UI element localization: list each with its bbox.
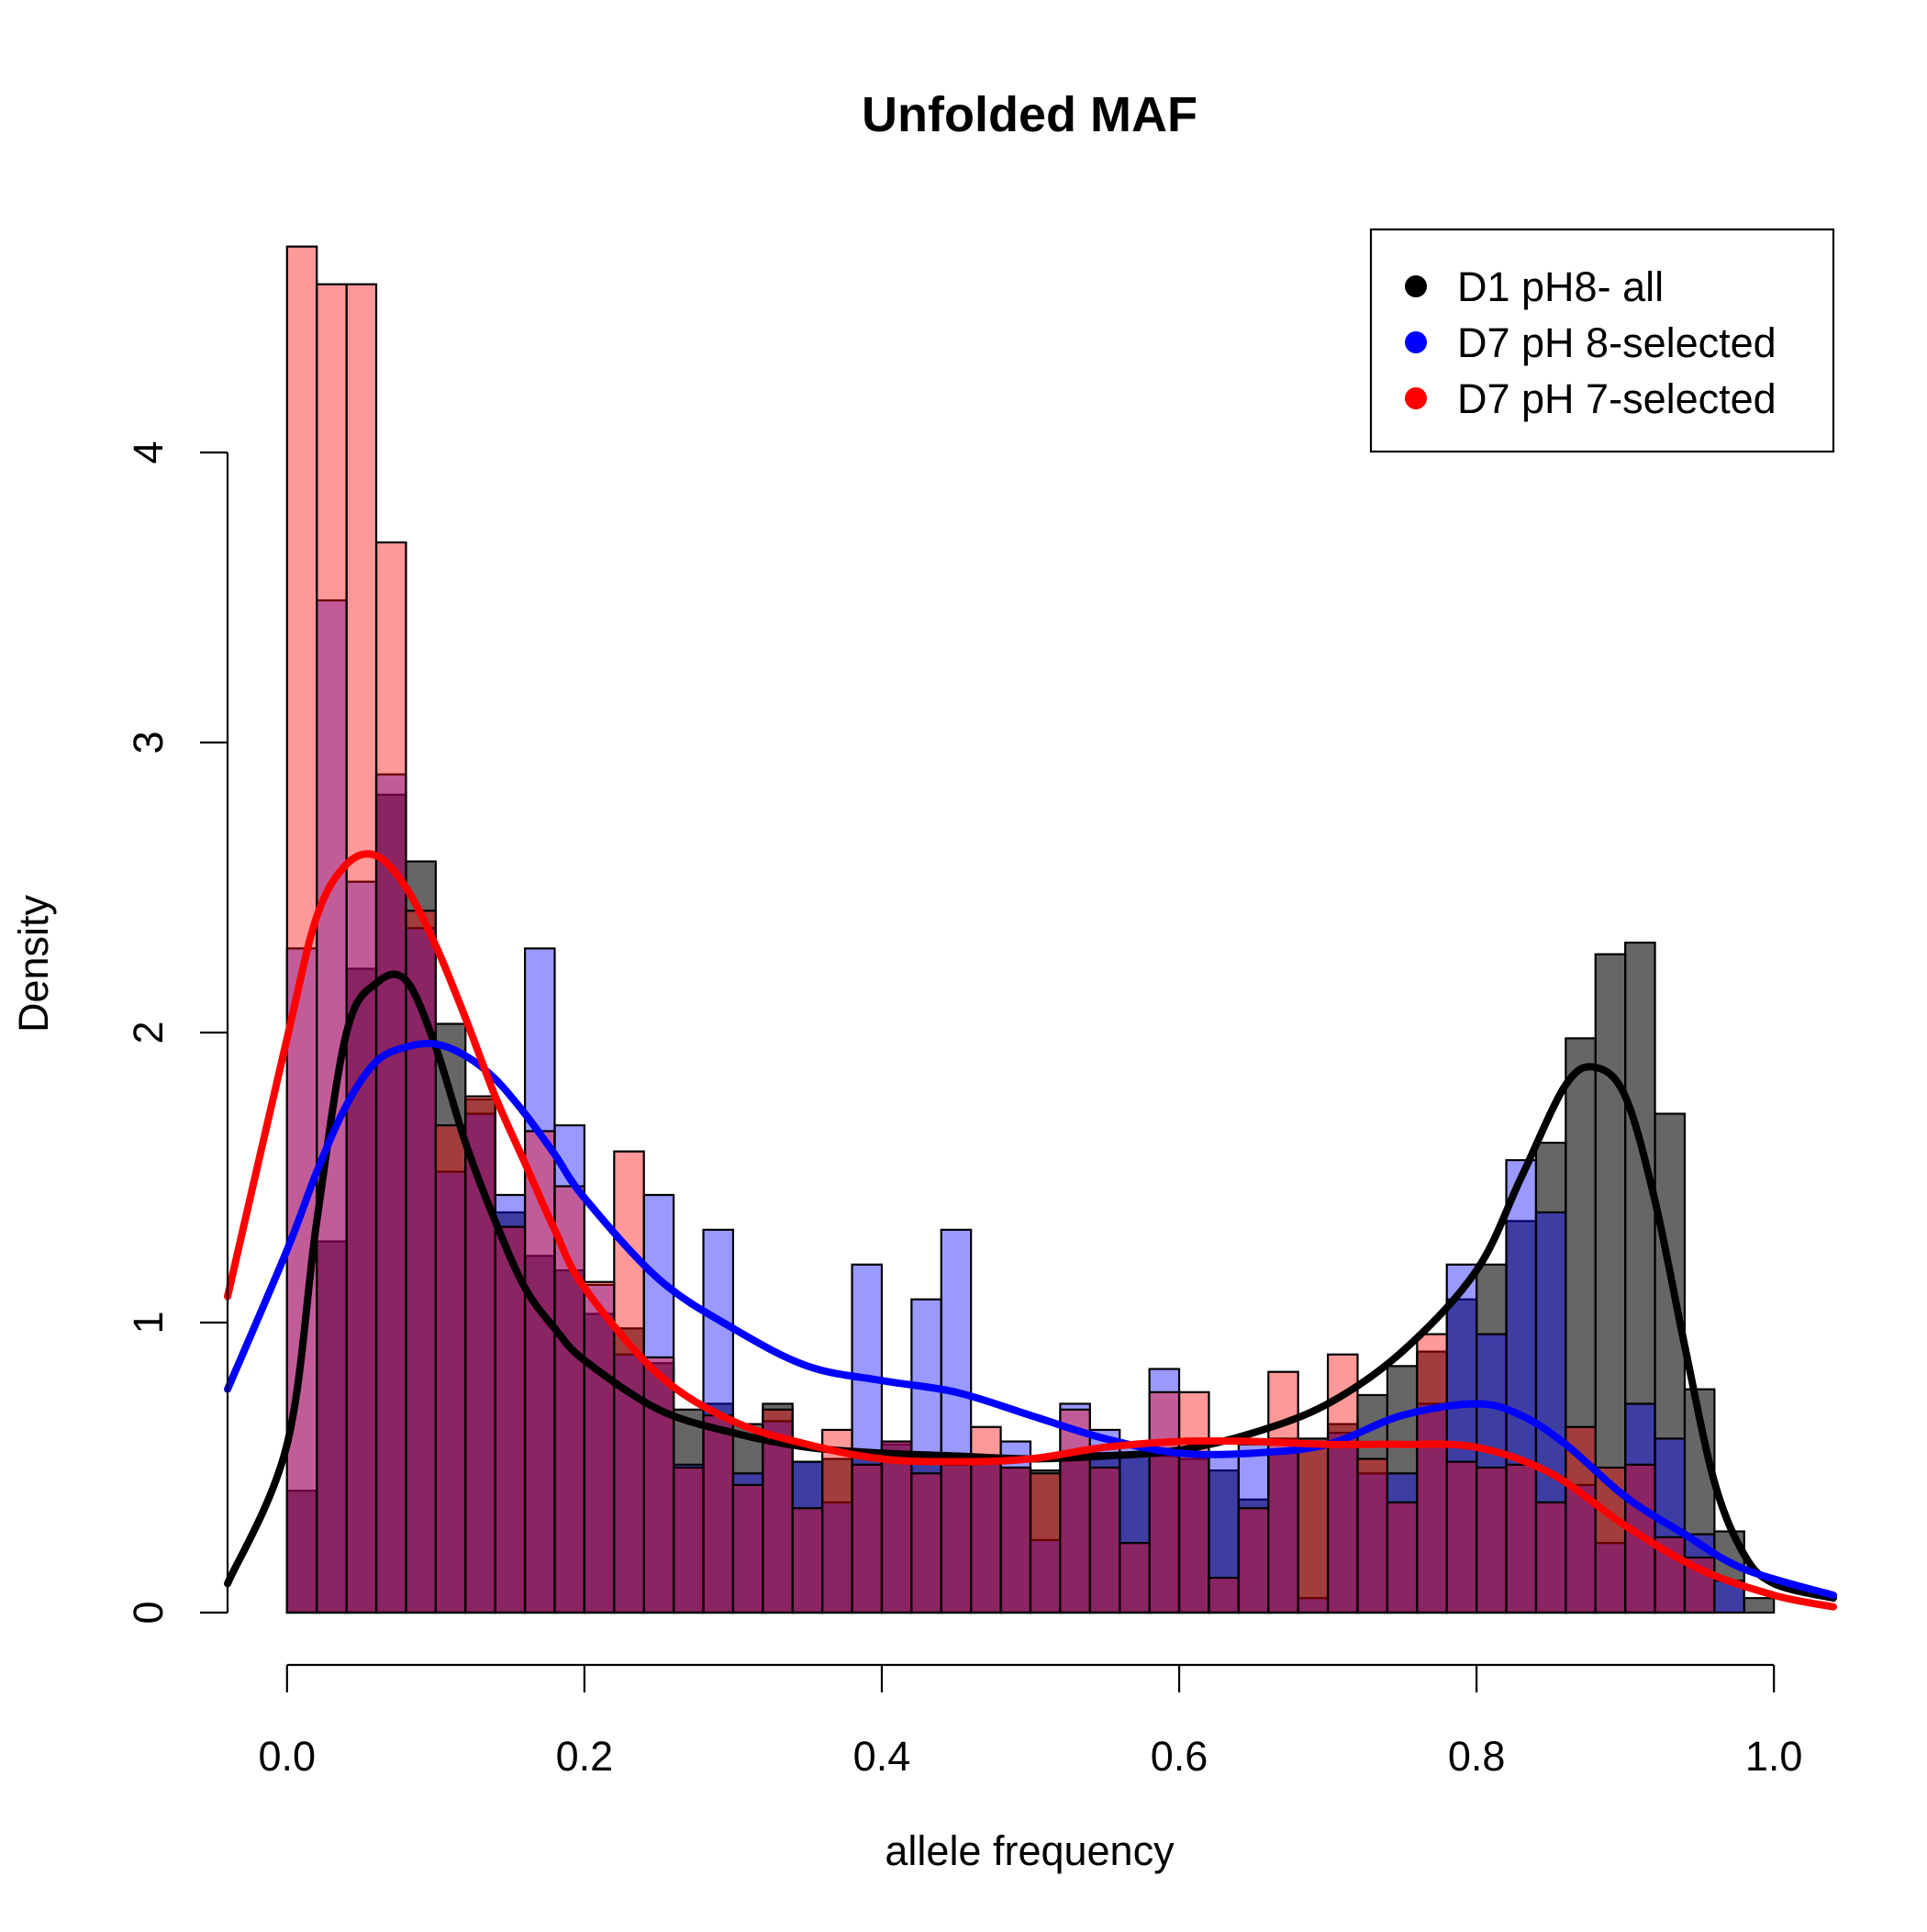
chart-title: Unfolded MAF	[862, 87, 1197, 142]
bar-series-3-bin-39	[1416, 1333, 1448, 1614]
bar-series-1-bin-45	[1594, 953, 1627, 1614]
x-axis: 0.0 0.2 0.4 0.6 0.8 1.0	[259, 1663, 1803, 1780]
bar-series-3-bin-16	[731, 1483, 764, 1614]
bar-series-3-bin-43	[1534, 1501, 1567, 1614]
density-curve-3	[224, 850, 1837, 1611]
density-curves-layer	[224, 850, 1837, 1611]
bar-series-3-bin-23	[940, 1463, 973, 1614]
bar-series-1-bin-19	[821, 1457, 853, 1614]
bar-series-2-bin-45	[1594, 1542, 1627, 1614]
bar-series-3-bin-32	[1208, 1576, 1240, 1614]
y-tick-label-0: 0	[125, 1601, 172, 1624]
bar-series-3-bin-11	[583, 1280, 616, 1614]
y-tick-label-3: 3	[125, 731, 172, 754]
bar-series-3-bin-38	[1386, 1501, 1419, 1614]
bar-series-3-bin-25	[999, 1466, 1032, 1614]
bar-series-3-bin-21	[880, 1440, 913, 1614]
bar-series-3-bin-19	[821, 1428, 853, 1614]
x-tick-label-1.0: 1.0	[1745, 1733, 1803, 1780]
bar-series-1-bin-29	[1119, 1452, 1151, 1614]
x-tick-label-0.2: 0.2	[556, 1733, 614, 1780]
bar-series-3-bin-26	[1029, 1472, 1062, 1614]
bar-series-3-bin-33	[1237, 1507, 1270, 1614]
bar-series-2-bin-2	[316, 599, 348, 1614]
y-axis: 0 1 2 3 4	[125, 441, 229, 1625]
bar-series-2-bin-40	[1445, 1263, 1478, 1614]
bar-series-3-bin-37	[1356, 1457, 1388, 1614]
bar-series-3-bin-28	[1088, 1466, 1121, 1614]
bar-series-3-bin-31	[1177, 1390, 1210, 1614]
bar-series-3-bin-35	[1297, 1443, 1330, 1614]
legend-marker-1	[1405, 275, 1427, 297]
bar-series-2-bin-30	[1148, 1368, 1181, 1614]
x-tick-label-0.4: 0.4	[853, 1733, 911, 1780]
bar-series-3-bin-29	[1119, 1542, 1151, 1614]
x-tick-label-0.0: 0.0	[259, 1733, 317, 1780]
bar-series-1-bin-12	[613, 1327, 645, 1614]
bar-series-3-bin-22	[910, 1472, 942, 1614]
bar-series-1-bin-50	[1743, 1597, 1776, 1614]
bar-series-2-bin-27	[1059, 1402, 1091, 1614]
bar-series-3-bin-10	[553, 1185, 585, 1614]
legend-box	[1369, 228, 1835, 453]
legend: D1 pH8- all D7 pH 8-selected D7 pH 7-selec…	[1369, 228, 1835, 453]
bar-series-2-bin-10	[553, 1124, 585, 1614]
x-axis-label: allele frequency	[885, 1827, 1175, 1874]
density-curve-1	[224, 970, 1837, 1603]
legend-label-3: D7 pH 7-selected	[1457, 375, 1777, 422]
bar-series-2-bin-7	[464, 1112, 496, 1614]
bar-series-3-bin-30	[1148, 1390, 1181, 1614]
bar-series-1-bin-31	[1177, 1457, 1210, 1614]
bar-series-2-bin-11	[583, 1283, 616, 1614]
y-tick-label-1: 1	[125, 1311, 172, 1334]
bar-series-3-bin-8	[494, 1225, 527, 1614]
legend-label-2: D7 pH 8-selected	[1457, 319, 1777, 366]
bar-series-3-bin-20	[851, 1463, 884, 1614]
bar-series-3-bin-27	[1059, 1408, 1091, 1614]
y-tick-label-4: 4	[125, 441, 172, 463]
bar-series-3-bin-18	[791, 1507, 824, 1614]
bar-series-3-bin-40	[1445, 1460, 1478, 1614]
y-axis-label: Density	[10, 894, 57, 1033]
bar-series-3-bin-41	[1476, 1466, 1508, 1614]
legend-label-1: D1 pH8- all	[1457, 263, 1664, 310]
bar-series-1-bin-14	[673, 1408, 705, 1614]
bar-series-1-bin-20	[851, 1452, 884, 1614]
bar-series-3-bin-34	[1267, 1370, 1299, 1614]
bar-series-2-bin-16	[731, 1472, 764, 1614]
x-tick-label-0.8: 0.8	[1448, 1733, 1506, 1780]
y-tick-label-2: 2	[125, 1021, 172, 1044]
bar-series-3-bin-2	[316, 283, 348, 1614]
legend-marker-2	[1405, 331, 1427, 353]
bar-series-3-bin-13	[642, 1356, 675, 1614]
bar-series-2-bin-36	[1326, 1431, 1359, 1614]
density-curve-2	[224, 1040, 1837, 1600]
bar-series-3-bin-14	[673, 1466, 705, 1614]
bar-series-3-bin-15	[702, 1414, 735, 1614]
x-tick-label-0.6: 0.6	[1151, 1733, 1209, 1780]
bar-series-3-bin-4	[374, 541, 407, 1614]
bar-series-1-bin-36	[1326, 1423, 1359, 1614]
bar-series-3-bin-3	[345, 283, 378, 1614]
bar-series-2-bin-6	[434, 1170, 467, 1614]
bar-series-2-bin-14	[673, 1463, 705, 1614]
bar-series-3-bin-6	[434, 1124, 467, 1614]
bar-series-2-bin-23	[940, 1228, 973, 1614]
bar-series-3-bin-42	[1505, 1463, 1538, 1614]
legend-marker-3	[1405, 387, 1427, 409]
